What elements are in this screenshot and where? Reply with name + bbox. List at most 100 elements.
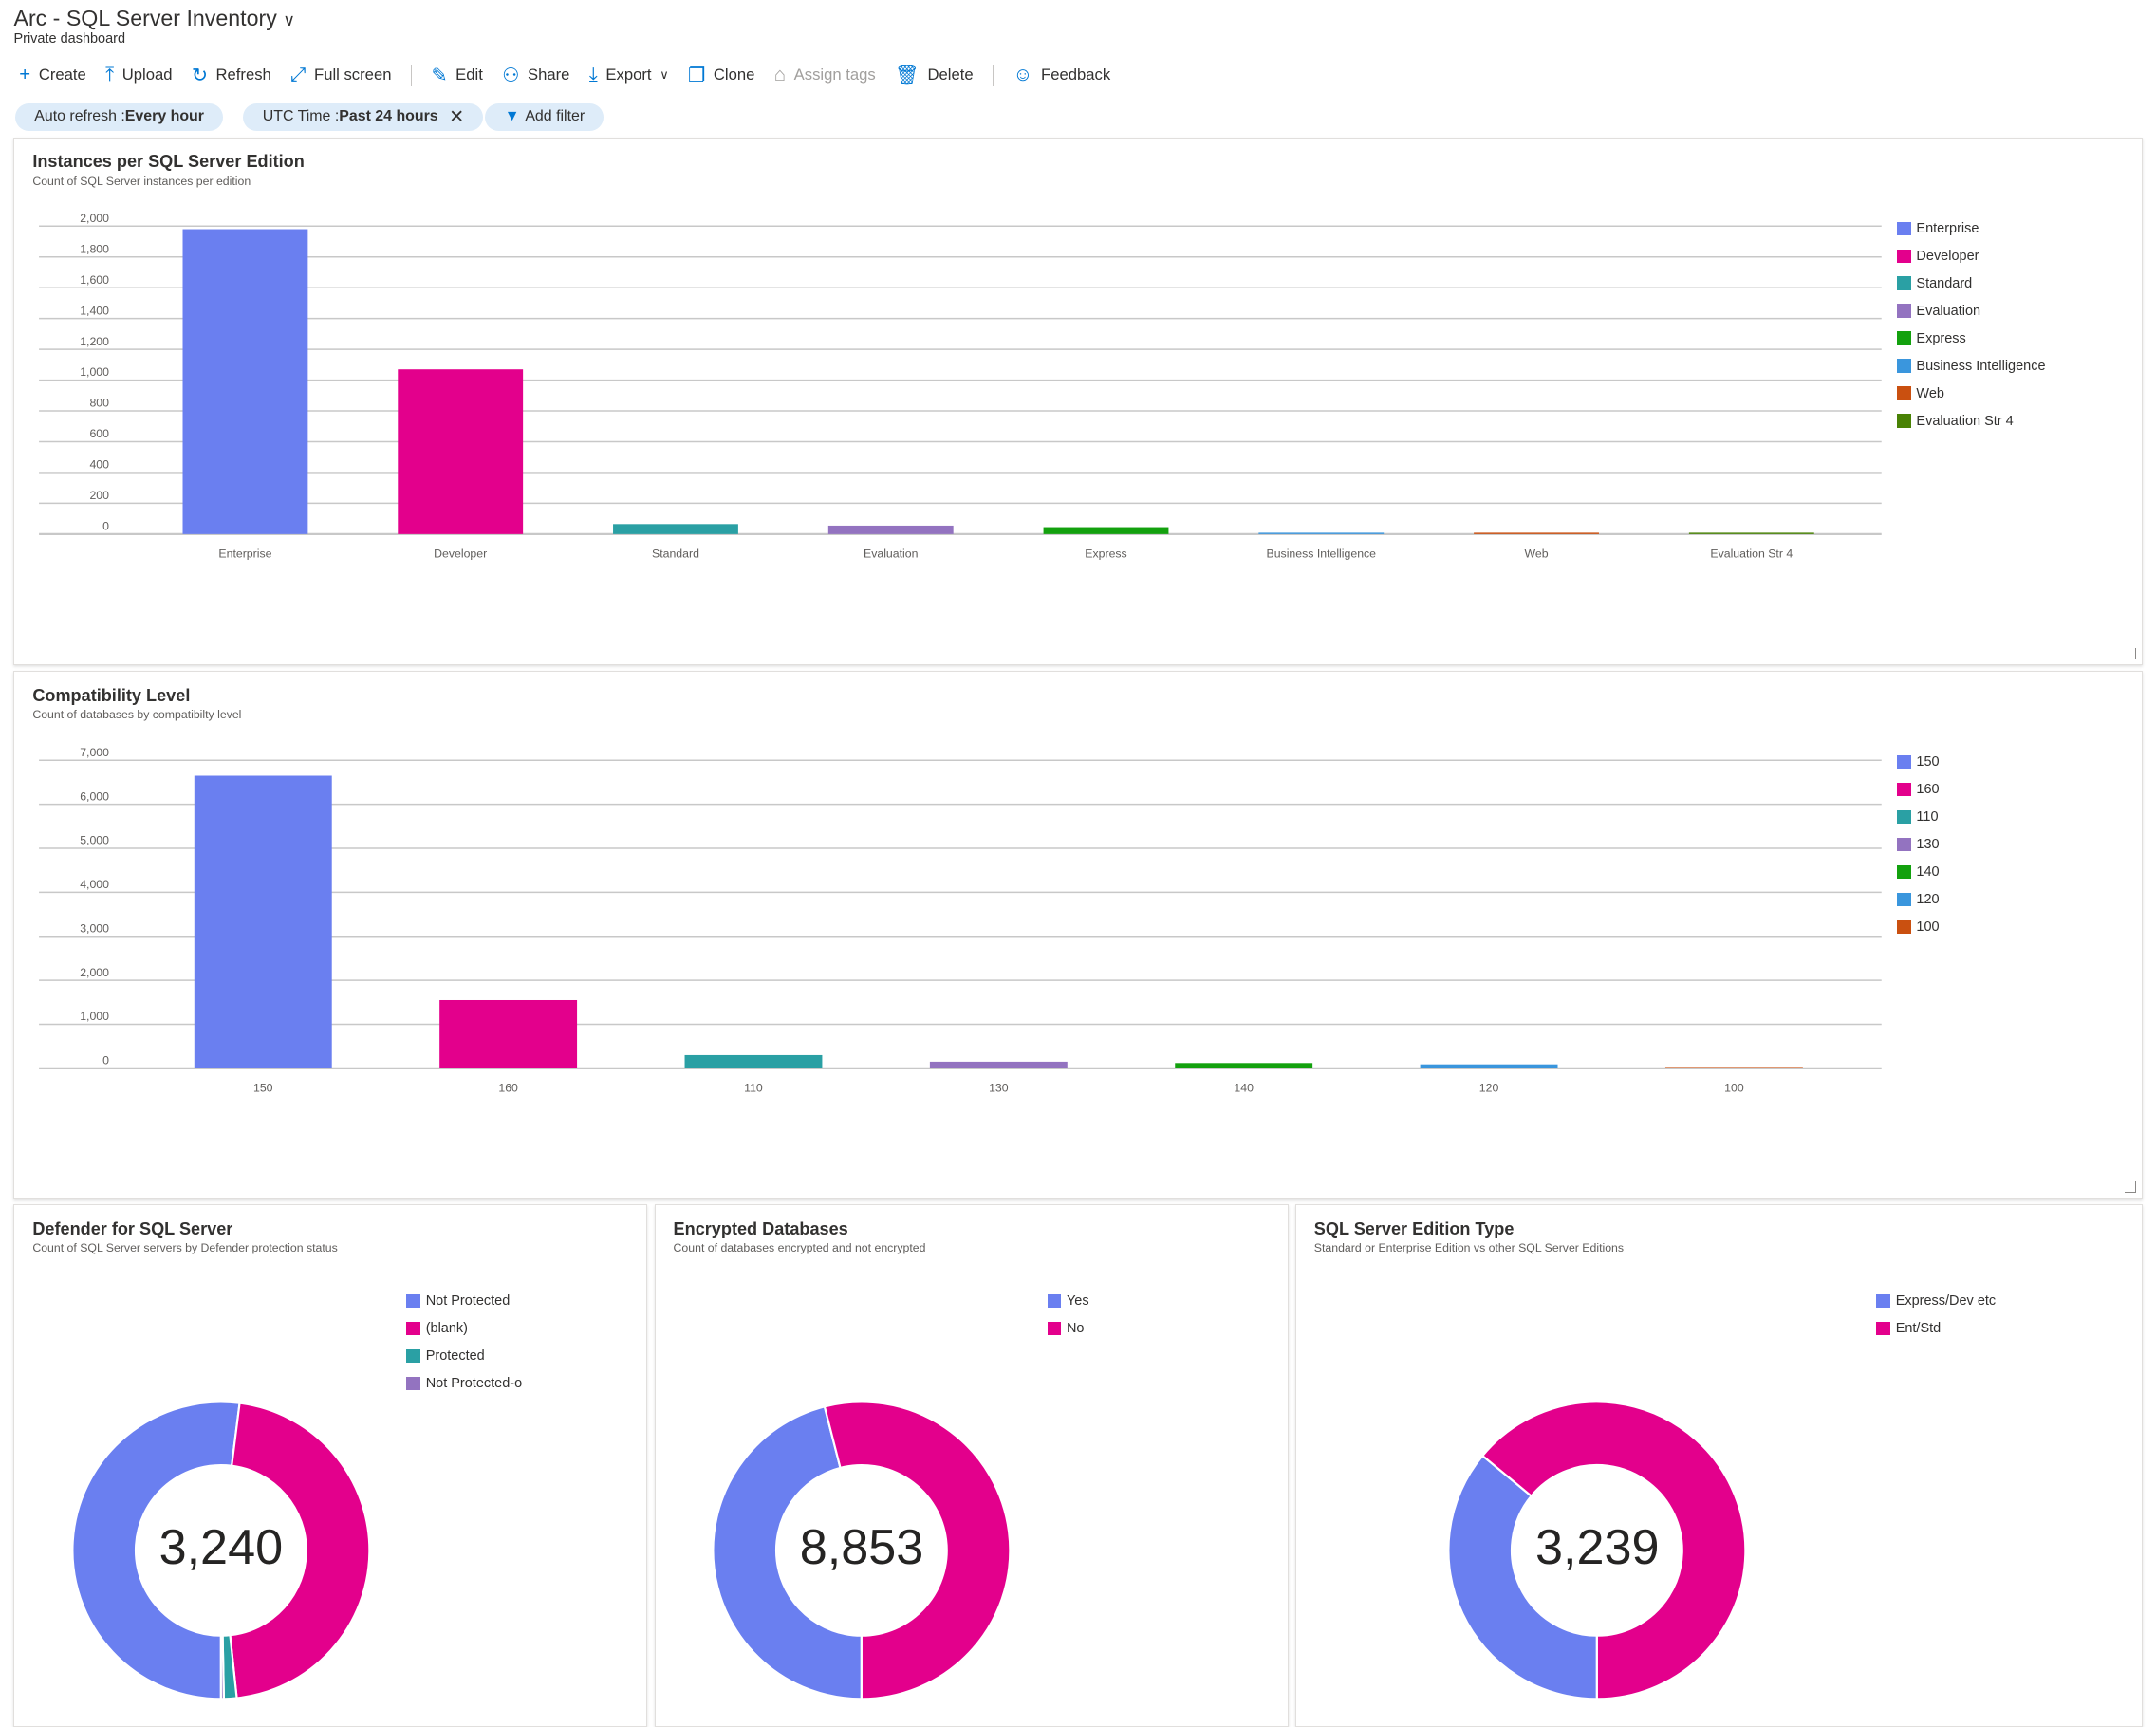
edition-type-panel[interactable]: SQL Server Edition Type Standard or Enter… xyxy=(1294,1204,2143,1727)
legend-swatch xyxy=(1897,837,1911,852)
bar-business-intelligence[interactable] xyxy=(1258,532,1385,535)
x-tick-label: Web xyxy=(1525,548,1549,561)
bar-standard[interactable] xyxy=(613,524,739,535)
legend-item[interactable]: (blank) xyxy=(406,1320,522,1338)
bar-evaluation[interactable] xyxy=(828,526,955,535)
feedback-button[interactable]: ☺ Feedback xyxy=(1013,64,1111,85)
legend-item[interactable]: Developer xyxy=(1897,247,2045,265)
x-tick-label: 120 xyxy=(1479,1081,1499,1094)
slice-yes[interactable] xyxy=(712,1405,864,1700)
slice--blank-[interactable] xyxy=(229,1402,371,1699)
legend-swatch xyxy=(1047,1293,1062,1309)
legend-item[interactable]: 160 xyxy=(1897,781,1940,799)
bar-110[interactable] xyxy=(685,1054,823,1068)
legend-item[interactable]: 120 xyxy=(1897,890,1940,908)
y-tick-label: 6,000 xyxy=(81,789,110,803)
legend-item[interactable]: Web xyxy=(1897,384,2045,402)
slice-express-dev-etc[interactable] xyxy=(1447,1454,1599,1700)
defender-panel[interactable]: Defender for SQL Server Count of SQL Serv… xyxy=(13,1204,648,1727)
legend-item[interactable]: 100 xyxy=(1897,918,1940,936)
legend-item[interactable]: 110 xyxy=(1897,808,1939,826)
legend-item[interactable]: 140 xyxy=(1897,863,1940,881)
legend-item[interactable]: Express xyxy=(1897,329,2045,347)
x-tick-label: 150 xyxy=(253,1081,273,1094)
legend-item[interactable]: Not Protected-o xyxy=(406,1375,522,1393)
share-button[interactable]: ⚇ Share xyxy=(502,65,570,86)
slice-no[interactable] xyxy=(823,1401,1012,1700)
legend-item[interactable]: No xyxy=(1047,1320,1089,1338)
legend-swatch xyxy=(1897,331,1911,345)
full-screen-button[interactable]: ⤢ Full screen xyxy=(290,64,392,85)
legend-item[interactable]: Enterprise xyxy=(1897,219,2045,237)
donut-chart xyxy=(712,1401,1012,1700)
bar-120[interactable] xyxy=(1421,1064,1558,1068)
y-tick-label: 1,800 xyxy=(81,243,110,256)
delete-button[interactable]: 🗑 Delete xyxy=(895,65,974,86)
legend-item[interactable]: Ent/Std xyxy=(1876,1320,1996,1338)
legend-item[interactable]: Not Protected xyxy=(406,1292,522,1310)
x-tick-label: 100 xyxy=(1725,1081,1745,1094)
toolbar-separator xyxy=(410,64,413,86)
bar-130[interactable] xyxy=(930,1061,1069,1068)
bar-developer[interactable] xyxy=(398,369,524,535)
legend-swatch xyxy=(1897,386,1911,400)
slice-ent-std[interactable] xyxy=(1481,1401,1747,1700)
bar-160[interactable] xyxy=(439,999,578,1068)
refresh-button[interactable]: ↻ Refresh xyxy=(191,65,271,86)
create-button[interactable]: + Create xyxy=(19,64,86,85)
close-icon[interactable]: ✕ xyxy=(449,106,465,127)
export-button[interactable]: ⤓ Export ∨ xyxy=(588,64,669,85)
refresh-icon: ↻ xyxy=(191,65,208,86)
legend-item[interactable]: Business Intelligence xyxy=(1897,357,2046,375)
legend-item[interactable]: Standard xyxy=(1897,274,2045,292)
y-tick-label: 5,000 xyxy=(81,833,110,846)
instances-per-edition-panel[interactable]: Instances per SQL Server Edition Count of… xyxy=(13,137,2143,666)
slice-not-protected[interactable] xyxy=(71,1401,241,1700)
chart-legend: Express/Dev etc Ent/Std xyxy=(1876,1292,1996,1338)
dashboard-title[interactable]: Arc - SQL Server Inventory ∨ xyxy=(13,5,295,30)
y-tick-label: 400 xyxy=(90,458,110,472)
legend-item[interactable]: 150 xyxy=(1897,753,1940,771)
legend-item[interactable]: Express/Dev etc xyxy=(1876,1292,1996,1310)
encrypted-databases-panel[interactable]: Encrypted Databases Count of databases en… xyxy=(654,1204,1289,1727)
slice-not-protected-o[interactable] xyxy=(219,1634,225,1700)
compatibility-level-panel[interactable]: Compatibility Level Count of databases by… xyxy=(13,671,2143,1199)
bar-140[interactable] xyxy=(1175,1062,1313,1068)
x-tick-label: 130 xyxy=(990,1081,1010,1094)
y-tick-label: 1,000 xyxy=(81,1010,110,1023)
resize-handle[interactable] xyxy=(2125,1181,2136,1193)
legend-item[interactable]: Evaluation Str 4 xyxy=(1897,412,2045,430)
bar-100[interactable] xyxy=(1665,1066,1804,1068)
clone-button[interactable]: ❐ Clone xyxy=(688,65,755,86)
bar-enterprise[interactable] xyxy=(182,229,308,535)
chevron-down-icon[interactable]: ∨ xyxy=(283,9,295,29)
legend-item[interactable]: 130 xyxy=(1897,836,1940,854)
upload-button[interactable]: ⤒ Upload xyxy=(105,64,173,85)
y-tick-label: 3,000 xyxy=(81,921,110,935)
legend-swatch xyxy=(406,1376,420,1391)
legend-swatch xyxy=(1897,276,1911,290)
bar-web[interactable] xyxy=(1474,532,1600,535)
legend-item[interactable]: Protected xyxy=(406,1347,522,1365)
edit-button[interactable]: ✎ Edit xyxy=(431,65,483,86)
panel-subtitle: Count of SQL Server servers by Defender … xyxy=(32,1240,338,1254)
time-range-filter[interactable]: UTC Time : Past 24 hours ✕ xyxy=(243,102,484,131)
legend-item[interactable]: Evaluation xyxy=(1897,302,2045,320)
panel-subtitle: Count of databases encrypted and not enc… xyxy=(673,1240,926,1254)
pencil-icon: ✎ xyxy=(431,65,448,86)
legend-swatch xyxy=(1897,359,1911,373)
bar-150[interactable] xyxy=(195,775,333,1068)
bar-express[interactable] xyxy=(1044,527,1169,535)
x-tick-label: Standard xyxy=(652,548,699,561)
legend-swatch xyxy=(1876,1293,1890,1309)
donut-total: 8,853 xyxy=(799,1519,924,1575)
feedback-icon: ☺ xyxy=(1013,64,1033,85)
auto-refresh-filter[interactable]: Auto refresh : Every hour xyxy=(14,102,224,131)
legend-item[interactable]: Yes xyxy=(1047,1292,1089,1310)
bar-evaluation-str-4[interactable] xyxy=(1689,532,1815,535)
add-filter-button[interactable]: ▼ Add filter xyxy=(485,102,604,131)
resize-handle[interactable] xyxy=(2125,647,2136,659)
y-tick-label: 1,200 xyxy=(81,335,110,348)
assign-tags-button[interactable]: ⌂ Assign tags xyxy=(773,64,876,85)
donut-total: 3,240 xyxy=(158,1519,284,1575)
